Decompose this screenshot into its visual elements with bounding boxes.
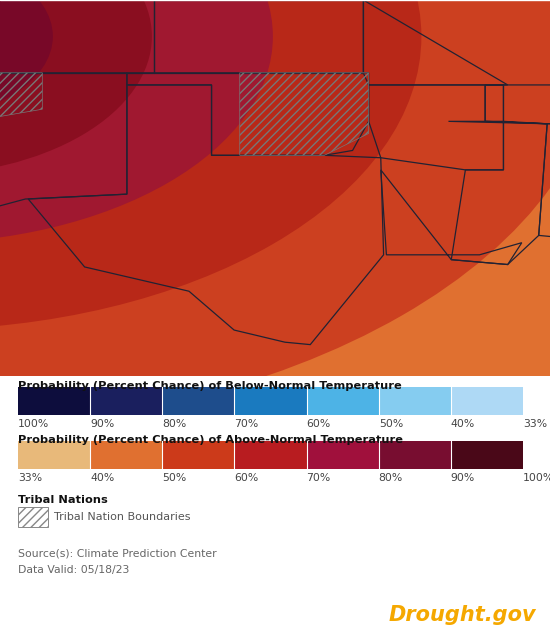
Text: 50%: 50% bbox=[162, 473, 186, 483]
Text: 100%: 100% bbox=[18, 419, 50, 429]
Bar bbox=[379, 441, 451, 469]
Bar bbox=[90, 387, 162, 415]
Bar bbox=[18, 387, 90, 415]
Ellipse shape bbox=[0, 0, 152, 176]
Text: 60%: 60% bbox=[234, 473, 258, 483]
Text: 80%: 80% bbox=[162, 419, 186, 429]
Text: Data Valid: 05/18/23: Data Valid: 05/18/23 bbox=[18, 565, 129, 575]
Bar bbox=[18, 507, 48, 527]
Text: Drought.gov: Drought.gov bbox=[388, 605, 536, 625]
Text: 70%: 70% bbox=[306, 473, 331, 483]
Bar bbox=[234, 387, 306, 415]
Ellipse shape bbox=[0, 0, 273, 243]
Bar bbox=[451, 441, 523, 469]
Bar bbox=[234, 441, 306, 469]
Bar bbox=[162, 441, 234, 469]
Text: 40%: 40% bbox=[90, 473, 114, 483]
Text: 50%: 50% bbox=[379, 419, 403, 429]
Text: 33%: 33% bbox=[523, 419, 547, 429]
Bar bbox=[162, 387, 234, 415]
Ellipse shape bbox=[0, 0, 53, 119]
Ellipse shape bbox=[0, 0, 421, 330]
Text: Probability (Percent Chance) of Below-Normal Temperature: Probability (Percent Chance) of Below-No… bbox=[18, 381, 401, 391]
Text: Source(s): Climate Prediction Center: Source(s): Climate Prediction Center bbox=[18, 548, 217, 558]
Text: Tribal Nation Boundaries: Tribal Nation Boundaries bbox=[54, 512, 190, 522]
Text: 70%: 70% bbox=[234, 419, 258, 429]
Text: 90%: 90% bbox=[451, 473, 475, 483]
Text: 60%: 60% bbox=[306, 419, 331, 429]
Text: 90%: 90% bbox=[90, 419, 114, 429]
Bar bbox=[306, 441, 379, 469]
Bar bbox=[90, 441, 162, 469]
Ellipse shape bbox=[0, 0, 550, 431]
Bar bbox=[306, 387, 379, 415]
Text: Probability (Percent Chance) of Above-Normal Temperature: Probability (Percent Chance) of Above-No… bbox=[18, 435, 403, 445]
Bar bbox=[451, 387, 523, 415]
Bar bbox=[18, 441, 90, 469]
Text: 100%: 100% bbox=[523, 473, 550, 483]
Text: Tribal Nations: Tribal Nations bbox=[18, 495, 108, 505]
Bar bbox=[379, 387, 451, 415]
Text: 80%: 80% bbox=[379, 473, 403, 483]
Ellipse shape bbox=[0, 0, 550, 563]
Text: 40%: 40% bbox=[451, 419, 475, 429]
Text: 33%: 33% bbox=[18, 473, 42, 483]
